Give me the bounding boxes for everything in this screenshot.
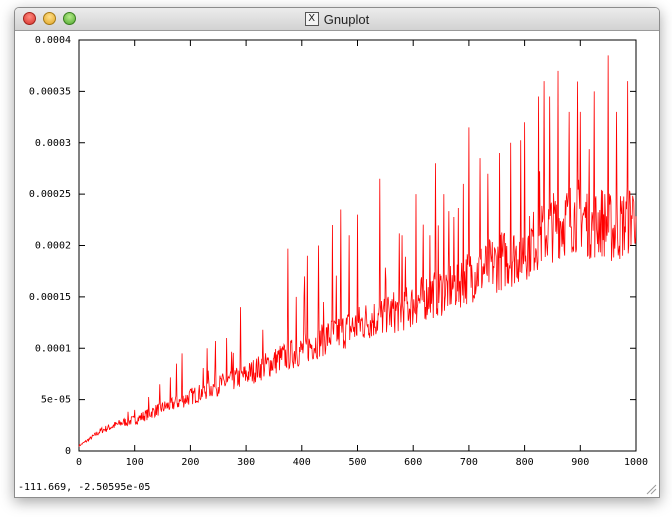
y-tick-label: 0.00025 (29, 189, 71, 200)
x11-icon: X (304, 12, 319, 26)
mouse-coordinates-readout: -111.669, -2.50595e-05 (18, 482, 151, 493)
x-tick-label: 200 (181, 457, 199, 468)
x-tick-label: 900 (571, 457, 589, 468)
y-tick-label: 0.00035 (29, 86, 71, 97)
x-tick-label: 500 (348, 457, 366, 468)
title-group: X Gnuplot (15, 8, 659, 30)
x-axis-ticks: 0 100 200 300 400 500 600 700 800 900 1000 (76, 40, 648, 468)
title-bar[interactable]: X Gnuplot (15, 8, 659, 31)
x-tick-label: 800 (516, 457, 534, 468)
y-tick-label: 0.00015 (29, 292, 71, 303)
gnuplot-window: X Gnuplot 0 5e-05 0.0001 0.00015 0.0002 0.000… (14, 7, 660, 498)
y-tick-label: 0.0004 (35, 35, 71, 46)
x-tick-label: 700 (460, 457, 478, 468)
x-tick-label: 1000 (624, 457, 648, 468)
resize-grip-icon[interactable] (645, 483, 657, 495)
y-tick-label: 0.0001 (35, 343, 71, 354)
y-axis-ticks: 0 5e-05 0.0001 0.00015 0.0002 0.00025 0.0003 0.… (29, 35, 636, 457)
zoom-window-button[interactable] (63, 12, 76, 25)
close-window-button[interactable] (23, 12, 36, 25)
window-title: Gnuplot (323, 11, 370, 27)
y-tick-label: 0.0003 (35, 138, 71, 149)
y-tick-label: 0.0002 (35, 241, 71, 252)
x-tick-label: 400 (293, 457, 311, 468)
x-tick-label: 300 (237, 457, 255, 468)
y-tick-label: 5e-05 (41, 395, 71, 406)
y-tick-label: 0 (65, 446, 71, 457)
data-series-line (78, 55, 637, 447)
minimize-window-button[interactable] (43, 12, 56, 25)
x-tick-label: 600 (404, 457, 422, 468)
plot-area[interactable]: 0 5e-05 0.0001 0.00015 0.0002 0.00025 0.0003 0.… (15, 31, 659, 480)
x-tick-label: 100 (126, 457, 144, 468)
x-tick-label: 0 (76, 457, 82, 468)
plot-border (78, 39, 637, 452)
